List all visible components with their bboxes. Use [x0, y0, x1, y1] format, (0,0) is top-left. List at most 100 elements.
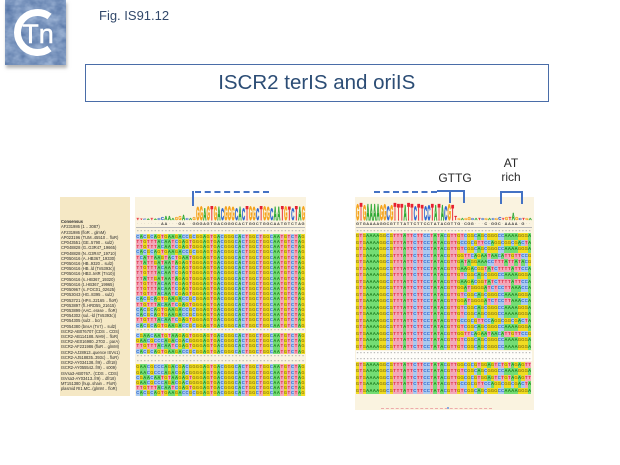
svg-text:Tn: Tn [22, 19, 54, 49]
svg-text:T: T [502, 218, 506, 221]
svg-text:C: C [161, 216, 164, 221]
svg-text:T: T [417, 202, 420, 221]
svg-text:C: C [427, 202, 430, 221]
svg-text:A: A [512, 211, 515, 221]
svg-text:T: T [246, 202, 249, 221]
svg-text:C: C [157, 218, 161, 221]
svg-text:T: T [360, 202, 363, 221]
svg-text:A: A [366, 202, 369, 221]
svg-text:G: G [380, 202, 383, 221]
svg-text:C: C [492, 218, 496, 221]
svg-text:G: G [228, 202, 231, 221]
svg-text:A: A [171, 218, 175, 221]
svg-text:G: G [231, 204, 234, 222]
svg-text:A: A [154, 219, 158, 221]
svg-text:T: T [407, 202, 410, 221]
svg-text:A: A [434, 202, 437, 221]
svg-text:T: T [400, 202, 403, 221]
svg-text:A: A [298, 204, 301, 222]
svg-text:T: T [455, 216, 458, 221]
svg-text:G: G [464, 218, 468, 221]
svg-text:C: C [186, 218, 190, 221]
svg-text:C: C [444, 202, 447, 221]
svg-text:A: A [273, 204, 276, 222]
svg-text:C: C [143, 219, 147, 221]
svg-text:G: G [178, 216, 181, 221]
svg-text:G: G [383, 202, 386, 221]
svg-text:T: T [295, 202, 298, 221]
svg-text:T: T [478, 218, 482, 221]
svg-text:C: C [498, 216, 501, 221]
svg-text:G: G [266, 204, 269, 222]
svg-text:C: C [270, 205, 273, 221]
svg-text:A: A [529, 218, 533, 221]
svg-text:G: G [458, 218, 462, 221]
svg-text:T: T [397, 202, 400, 221]
svg-text:A: A [488, 218, 492, 221]
svg-text:T: T [210, 202, 213, 221]
svg-text:G: G [284, 202, 287, 221]
svg-text:T: T [136, 218, 140, 221]
svg-text:G: G [447, 202, 450, 221]
svg-text:G: G [468, 216, 471, 221]
svg-text:T: T [438, 202, 441, 221]
svg-text:T: T [431, 202, 434, 221]
svg-text:A: A [217, 204, 220, 222]
svg-text:T: T [451, 202, 454, 221]
svg-text:A: A [475, 218, 479, 221]
svg-text:G: G [207, 202, 210, 221]
svg-text:G: G [263, 202, 266, 221]
svg-text:G: G [199, 202, 202, 221]
svg-text:G: G [175, 216, 178, 221]
svg-text:C: C [386, 202, 389, 221]
svg-text:C: C [471, 218, 475, 221]
svg-text:T: T [288, 204, 291, 222]
svg-text:C: C [424, 202, 427, 221]
svg-text:G: G [525, 218, 529, 221]
svg-text:C: C [414, 202, 417, 221]
svg-text:A: A [189, 218, 193, 221]
svg-text:T: T [281, 202, 284, 221]
svg-text:C: C [519, 218, 523, 221]
svg-text:G: G [495, 218, 499, 221]
svg-text:T: T [151, 218, 155, 221]
svg-text:G: G [356, 202, 359, 221]
svg-text:G: G [224, 202, 227, 221]
svg-text:A: A [403, 202, 406, 221]
svg-text:A: A [277, 204, 280, 222]
svg-text:A: A [203, 205, 206, 221]
svg-text:A: A [461, 218, 465, 221]
svg-text:G: G [249, 202, 252, 221]
svg-text:C: C [221, 205, 224, 221]
svg-text:A: A [164, 216, 167, 221]
svg-text:C: C [291, 205, 294, 221]
svg-text:T: T [509, 216, 512, 221]
svg-text:C: C [256, 205, 259, 221]
svg-text:T: T [393, 202, 396, 221]
svg-text:G: G [192, 216, 195, 221]
svg-text:G: G [302, 202, 305, 221]
svg-text:G: G [363, 202, 366, 221]
svg-text:T: T [140, 219, 143, 221]
svg-text:G: G [196, 204, 199, 222]
svg-text:A: A [441, 202, 444, 221]
svg-text:A: A [370, 202, 373, 221]
svg-text:G: G [390, 202, 393, 221]
svg-text:A: A [373, 202, 376, 221]
svg-text:G: G [485, 218, 489, 221]
svg-text:C: C [481, 218, 485, 221]
svg-text:G: G [214, 202, 217, 221]
svg-text:A: A [182, 215, 185, 221]
svg-text:C: C [235, 205, 238, 221]
svg-text:A: A [168, 216, 171, 221]
svg-text:G: G [515, 216, 518, 221]
svg-text:A: A [147, 219, 151, 221]
svg-text:G: G [505, 216, 508, 221]
svg-text:T: T [522, 218, 526, 221]
svg-text:T: T [260, 202, 263, 221]
svg-text:T: T [410, 202, 413, 221]
svg-text:A: A [376, 202, 379, 221]
svg-text:A: A [238, 204, 241, 222]
svg-text:T: T [421, 202, 424, 221]
svg-text:G: G [252, 204, 255, 222]
